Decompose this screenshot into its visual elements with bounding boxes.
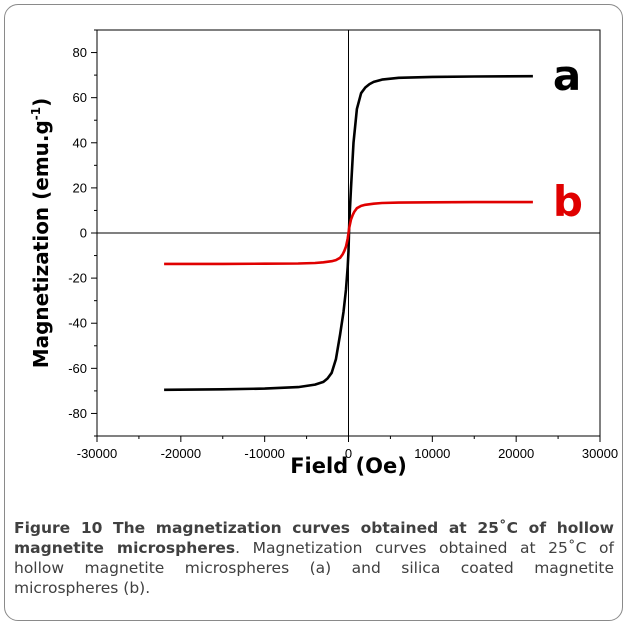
figure-caption: Figure 10 The magnetization curves obtai…	[14, 518, 614, 598]
x-tick-label: 20000	[498, 446, 534, 461]
series-a-label: a	[553, 51, 581, 100]
y-tick-label: -80	[68, 406, 87, 421]
series-b-label: b	[553, 177, 583, 226]
y-tick-label: 80	[73, 45, 87, 60]
x-tick-label: 0	[345, 446, 352, 461]
x-tick-label: 10000	[414, 446, 450, 461]
y-tick-label: -20	[68, 271, 87, 286]
y-tick-label: 20	[73, 180, 87, 195]
x-axis-label: Field (Oe)	[290, 454, 407, 478]
x-tick-label: -30000	[77, 446, 117, 461]
y-tick-label: -60	[68, 361, 87, 376]
y-tick-label: 40	[73, 135, 87, 150]
y-tick-label: 60	[73, 90, 87, 105]
y-axis-label-main: Magnetization (emu.g	[29, 120, 53, 368]
x-tick-label: 30000	[582, 446, 618, 461]
figure-frame	[4, 4, 623, 621]
caption-text: . Magnetization curves obtained at 25˚C …	[14, 539, 614, 597]
x-tick-label: -20000	[161, 446, 201, 461]
y-axis-label-close: )	[29, 98, 53, 107]
series-b-line	[164, 200, 533, 266]
y-axis-label: Magnetization (emu.g-1)	[29, 98, 53, 369]
caption-title: Figure 10 The magnetization curves obtai…	[14, 519, 614, 557]
y-tick-label: -40	[68, 316, 87, 331]
x-tick-label: -10000	[244, 446, 284, 461]
series-a-line	[164, 74, 533, 392]
y-axis-label-sup: -1	[29, 107, 43, 120]
magnetization-chart: -30000 -20000 -10000 0 10000 20000 30000 -80 -60…	[29, 29, 618, 478]
y-tick-label: 0	[80, 226, 87, 241]
